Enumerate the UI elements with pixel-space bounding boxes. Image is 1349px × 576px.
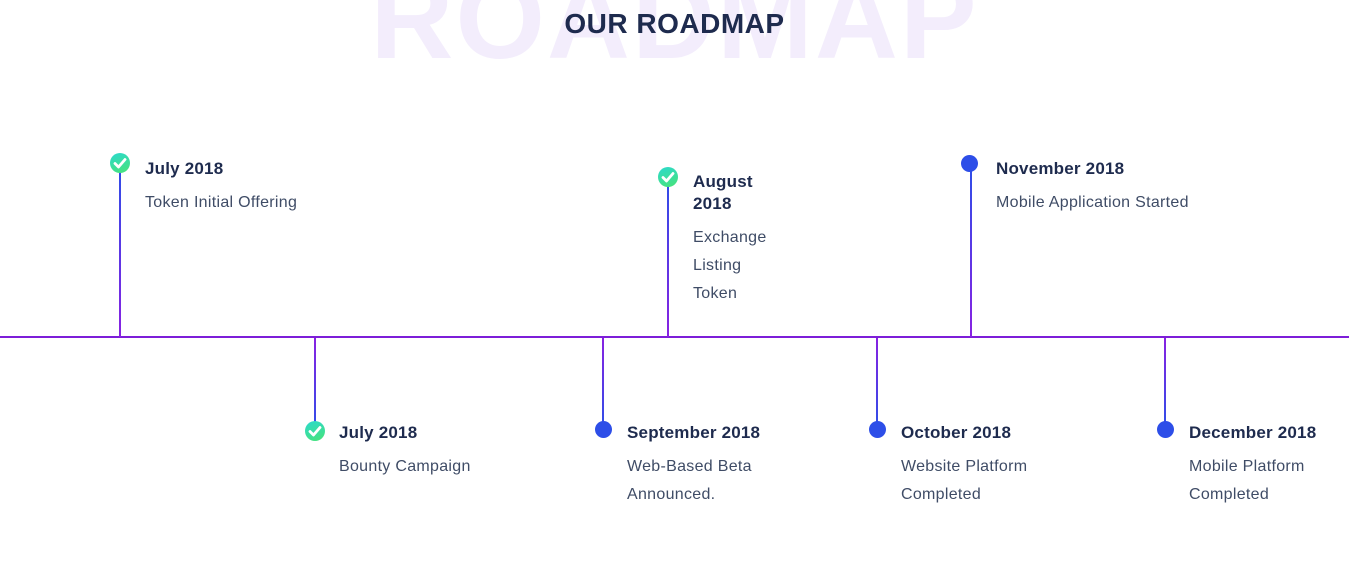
connector-line (314, 338, 316, 431)
check-icon (658, 167, 678, 187)
milestone-description: Web-Based Beta Announced. (627, 458, 752, 503)
dot-icon (961, 155, 978, 172)
milestone-description: Website Platform Completed (901, 458, 1028, 503)
connector-line (119, 163, 121, 337)
milestone-description: Exchange Listing Token (693, 229, 767, 302)
check-icon (110, 153, 130, 173)
milestone-date: August 2018 (693, 172, 753, 213)
milestone-date: September 2018 (627, 423, 761, 442)
milestone-description: Token Initial Offering (145, 194, 298, 211)
roadmap-watermark-text: ROADMAP (370, 0, 979, 83)
milestone-description: Mobile Application Started (996, 194, 1189, 211)
dot-icon (595, 421, 612, 438)
milestone-description: Bounty Campaign (339, 458, 471, 475)
milestone-date: December 2018 (1189, 423, 1317, 442)
check-icon (305, 421, 325, 441)
connector-line (876, 338, 878, 429)
connector-line (602, 338, 604, 429)
milestone-date: November 2018 (996, 159, 1125, 178)
milestone-date: July 2018 (145, 159, 224, 178)
connector-line (1164, 338, 1166, 429)
milestone-date: July 2018 (339, 423, 418, 442)
page-title: OUR ROADMAP (564, 8, 785, 39)
milestone-description: Mobile Platform Completed (1189, 458, 1305, 503)
dot-icon (869, 421, 886, 438)
connector-line (970, 165, 972, 337)
dot-icon (1157, 421, 1174, 438)
timeline-axis-line (0, 336, 1349, 338)
connector-line (667, 177, 669, 337)
milestone-date: October 2018 (901, 423, 1012, 442)
